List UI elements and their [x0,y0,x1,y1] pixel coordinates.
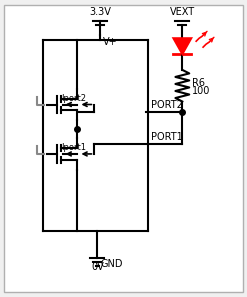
Text: PORT2: PORT2 [151,100,183,110]
Polygon shape [173,38,191,54]
Text: R6: R6 [192,78,205,88]
Text: 3.3V: 3.3V [89,7,111,18]
Text: 0V: 0V [91,262,104,271]
Text: PORT1: PORT1 [151,132,183,142]
Text: V+: V+ [103,37,118,47]
Text: Iport2: Iport2 [61,94,86,102]
Text: VEXT: VEXT [170,7,195,18]
Text: 100: 100 [192,86,211,96]
Text: GND: GND [100,259,123,269]
Text: Iport1: Iport1 [61,143,86,152]
